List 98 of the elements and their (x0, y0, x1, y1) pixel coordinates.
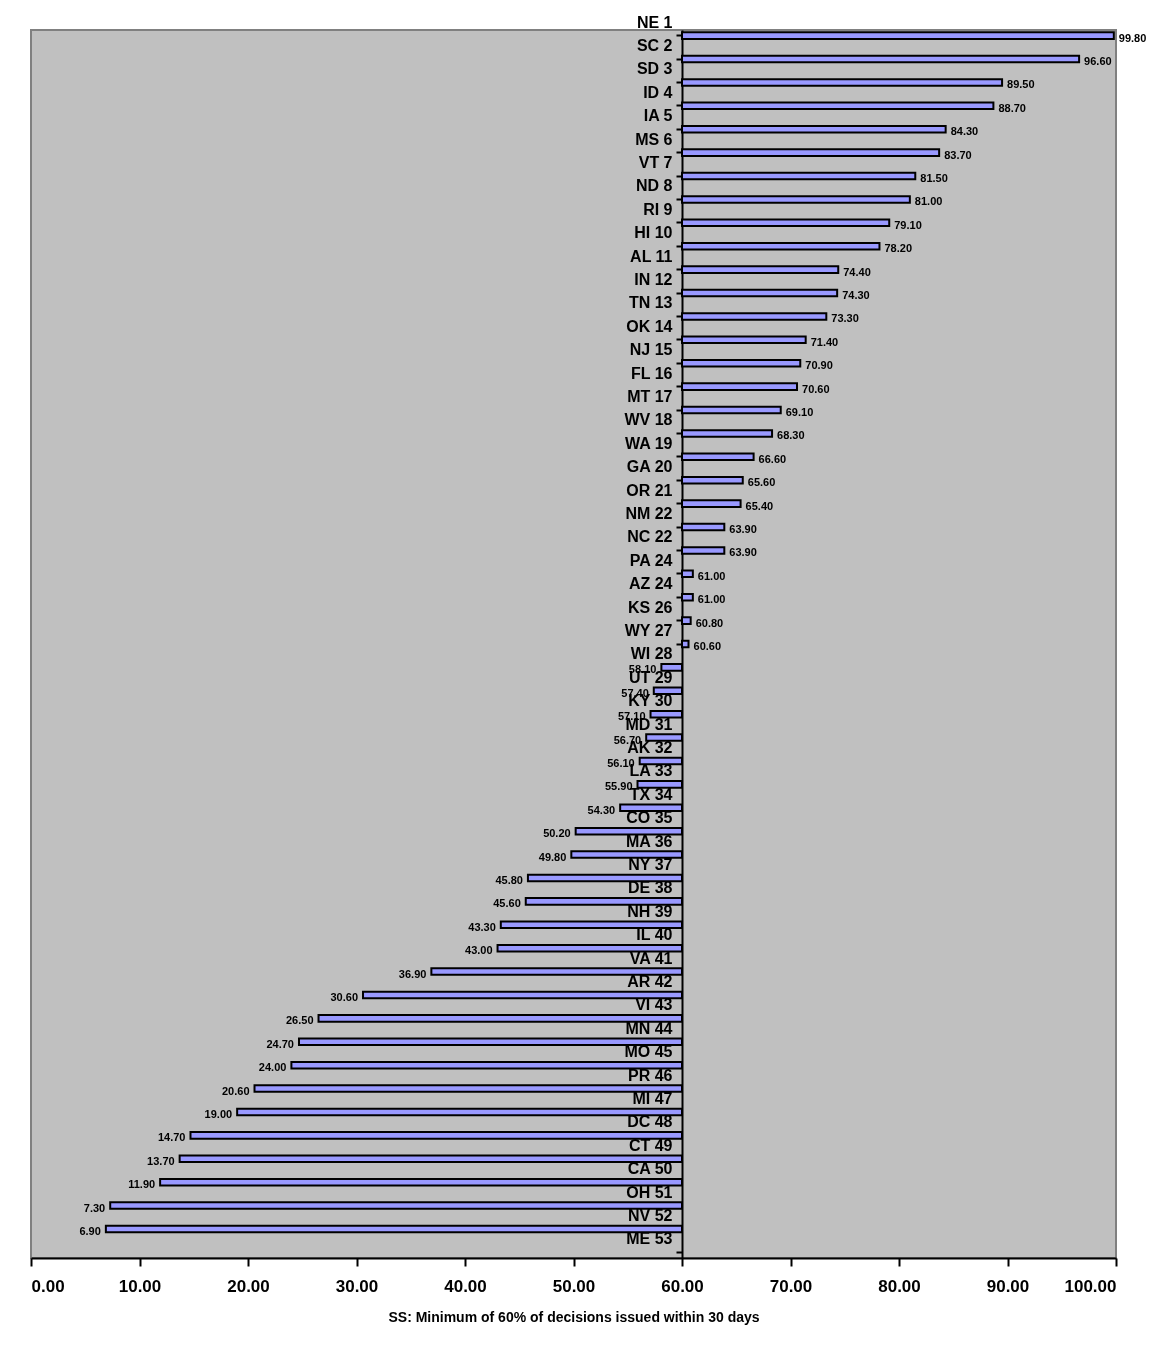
y-tick-label: NE 1 (636, 13, 673, 31)
data-label: 49.80 (538, 850, 567, 863)
data-label: 61.00 (697, 593, 726, 606)
y-tick-label: ND 8 (636, 177, 673, 195)
y-tick-label: OK 14 (626, 317, 673, 335)
data-label: 81.00 (914, 195, 943, 208)
x-tick-label: 100.00 (1064, 1276, 1117, 1296)
data-label: 20.60 (221, 1084, 250, 1097)
data-label: 84.30 (950, 125, 979, 138)
y-tick-label: GA 20 (626, 458, 673, 476)
data-label: 26.50 (285, 1014, 314, 1027)
data-label: 70.60 (802, 382, 830, 395)
data-label: 74.40 (843, 265, 871, 278)
data-label: 60.80 (695, 616, 724, 629)
data-label: 74.30 (842, 289, 870, 302)
y-tick-label: CT 49 (628, 1136, 673, 1154)
y-tick-label: WY 27 (624, 622, 673, 639)
data-label: 71.40 (810, 335, 839, 348)
data-label: 7.30 (83, 1201, 106, 1214)
y-tick-label: HI 10 (634, 224, 673, 242)
y-tick-label: WA 19 (625, 434, 673, 452)
data-label: 63.90 (729, 523, 757, 535)
y-tick-label: NH 39 (627, 902, 673, 920)
data-label: 11.90 (128, 1178, 156, 1191)
y-tick-label: NV 52 (628, 1206, 673, 1224)
y-tick-label: ID 4 (643, 83, 673, 101)
data-label: 96.60 (1084, 55, 1112, 68)
data-label: 70.90 (805, 359, 833, 372)
y-tick-label: VT 7 (638, 154, 673, 172)
y-tick-label: IA 5 (643, 107, 673, 125)
data-label: 83.70 (944, 148, 972, 161)
data-label: 24.70 (266, 1037, 294, 1050)
data-label: 24.00 (258, 1061, 287, 1074)
data-label: 61.00 (697, 569, 726, 582)
y-tick-label: AZ 24 (628, 575, 673, 593)
data-label: 65.60 (747, 476, 776, 489)
data-label: 88.70 (998, 101, 1026, 114)
y-tick-label: FL 16 (631, 364, 673, 382)
y-tick-label: OR 21 (626, 481, 673, 499)
y-tick-label: SD 3 (636, 60, 673, 78)
data-label: 45.60 (493, 897, 521, 910)
y-tick-label: MA 36 (625, 832, 673, 850)
data-label: 13.70 (147, 1154, 175, 1167)
x-tick-label: 70.00 (769, 1276, 813, 1296)
data-label: 6.90 (79, 1224, 101, 1237)
data-label: 43.30 (468, 920, 496, 933)
data-label: 69.10 (785, 406, 814, 419)
x-tick-label: 40.00 (444, 1276, 487, 1296)
data-label: 36.90 (398, 967, 427, 980)
data-label: 43.00 (465, 944, 493, 957)
y-tick-label: NM 22 (625, 505, 673, 522)
data-label: 66.60 (758, 452, 787, 465)
data-label: 30.60 (330, 990, 359, 1003)
x-axis-title: SS: Minimum of 60% of decisions issued within 30 days (388, 1308, 760, 1325)
data-label: 60.60 (693, 640, 722, 652)
y-tick-label: PA 24 (629, 551, 673, 569)
y-tick-label: NJ 15 (629, 341, 673, 359)
data-label: 55.90 (604, 780, 633, 793)
x-tick-label: 20.00 (227, 1276, 270, 1296)
x-tick-label: 50.00 (552, 1276, 596, 1296)
y-tick-label: WV 18 (624, 411, 673, 429)
data-label: 63.90 (729, 546, 757, 559)
data-label: 45.80 (495, 873, 523, 886)
y-tick-label: NY 37 (628, 855, 673, 873)
x-tick-label: 0.00 (31, 1276, 65, 1296)
y-tick-label: VA 41 (629, 949, 673, 967)
y-tick-label: TN 13 (628, 294, 673, 312)
data-label: 81.50 (920, 172, 948, 185)
y-tick-label: MN 44 (625, 1019, 673, 1037)
data-label: 19.00 (204, 1107, 233, 1120)
x-tick-label: 60.00 (661, 1276, 704, 1296)
y-tick-label: IN 12 (634, 271, 673, 289)
data-label: 68.30 (777, 429, 805, 442)
data-label: 79.10 (894, 218, 922, 231)
x-tick-label: 30.00 (335, 1276, 379, 1296)
y-tick-label: MS 6 (635, 130, 673, 148)
data-label: 73.30 (831, 312, 859, 325)
data-label: 54.30 (587, 803, 616, 816)
y-tick-label: KS 26 (628, 598, 673, 616)
x-tick-label: 80.00 (878, 1276, 921, 1296)
data-label: 78.20 (884, 242, 912, 255)
y-tick-label: MI 47 (632, 1089, 673, 1107)
y-tick-label: NC 22 (627, 528, 673, 546)
data-label: 99.80 (1118, 31, 1147, 44)
y-tick-label: AL 11 (630, 247, 673, 265)
data-label: 89.50 (1007, 78, 1035, 91)
y-tick-label: RI 9 (643, 200, 673, 218)
y-tick-label: AR 42 (627, 972, 673, 990)
x-tick-label: 10.00 (118, 1276, 162, 1296)
y-tick-label: SC 2 (636, 37, 673, 55)
y-tick-label: WI 28 (630, 645, 673, 663)
y-tick-label: OH 51 (626, 1183, 673, 1201)
x-tick-label: 90.00 (986, 1276, 1030, 1296)
y-tick-label: MT 17 (627, 388, 673, 406)
y-tick-label: PR 46 (628, 1066, 673, 1084)
data-label: 50.20 (543, 827, 571, 840)
data-label: 14.70 (157, 1131, 186, 1144)
data-label: 65.40 (745, 499, 774, 512)
